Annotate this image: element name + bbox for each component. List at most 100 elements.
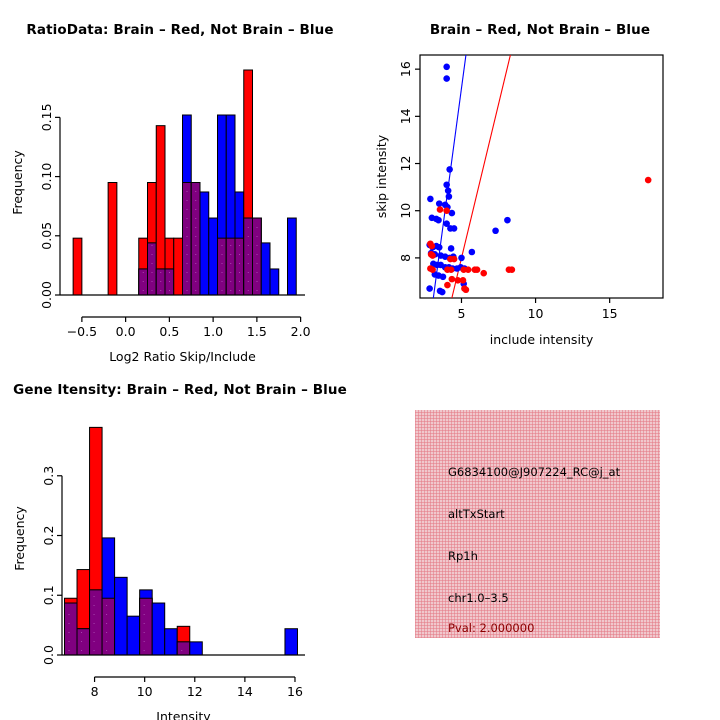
y-tick-label: 0.2 [41,526,56,546]
hist-bar-blue [189,641,203,656]
y-tick-label: 14 [398,108,413,124]
texture-dot [230,245,232,246]
x-tick-label: 10 [528,306,544,321]
texture-dot [221,281,223,282]
hist-bar-overlap-texture [221,245,223,291]
scatter-point [458,254,465,262]
scatter-point [435,243,443,251]
texture-dot [256,272,258,273]
texture-dot [195,245,197,246]
hist-bar-blue [199,191,210,296]
texture-dot [186,281,188,282]
x-tick-label: 0.0 [116,324,136,339]
info-box: G6834100@J907224_RC@j_at altTxStart Rp1h… [415,410,660,638]
hist-bar-overlap [176,641,191,656]
x-tick-label: 1.5 [247,324,267,339]
hist-bar-overlap-texture [142,272,144,291]
scatter-point [459,277,467,284]
hist-bar-overlap [147,242,157,296]
scatter-point [464,266,472,273]
hist-bar-blue [114,576,128,656]
scatter-point [443,75,450,82]
texture-dot [195,254,197,255]
scatter-point [435,216,442,224]
hist-bar-overlap [89,589,103,656]
hist-bar-overlap-texture [186,191,188,291]
y-tick-label: 10 [398,203,413,219]
scatter-point [473,266,481,273]
texture-dot [81,632,83,633]
texture-dot [143,623,145,624]
hist-bar-overlap [243,217,253,296]
hist-bar-overlap [101,597,116,656]
scatter-point [450,225,458,232]
texture-dot [142,290,144,291]
y-tick-label: 0.00 [39,281,54,309]
texture-dot [221,254,223,255]
y-tick-label: 0.10 [39,163,54,191]
texture-dot [247,245,249,246]
texture-dot [256,245,258,246]
panel-info: G6834100@J907224_RC@j_at altTxStart Rp1h… [360,360,720,720]
info-gene-symbol: Rp1h [448,549,478,563]
texture-dot [106,614,108,615]
hist-bar-blue [260,242,271,296]
texture-dot [106,650,108,651]
texture-dot [256,236,258,237]
texture-dot [186,263,188,264]
scatter-point [429,266,436,273]
hist-bar-blue [284,628,298,656]
y-tick-label: 0.0 [41,645,56,665]
texture-dot [68,623,70,624]
scatter-point [443,181,450,189]
scatter-point [435,200,443,207]
texture-dot [93,623,95,624]
texture-dot [106,605,108,606]
scatter-point [429,252,436,259]
texture-dot [93,650,95,651]
texture-dot [106,641,108,642]
hist-bar-blue [126,615,141,656]
hist-bar-overlap [225,237,236,296]
hist-bar-overlap-texture [195,191,197,291]
texture-dot [247,263,249,264]
hist-bar-red [107,182,118,296]
scatter-point [447,245,455,252]
hist-bar-overlap [64,602,78,656]
scatter-point [426,285,433,292]
scatter-point [444,281,451,289]
texture-dot [230,272,232,273]
texture-dot [247,272,249,273]
panel-ratio-histogram: RatioData: Brain – Red, Not Brain – Blue… [0,0,360,364]
scatter-point [448,209,456,217]
hist-bar-overlap [234,237,245,296]
scatter-point [443,63,450,71]
texture-dot [247,290,249,291]
texture-dot [142,272,144,273]
texture-dot [143,605,145,606]
scatter-series-brain [427,176,652,294]
texture-dot [143,650,145,651]
texture-dot [151,254,153,255]
ratio-histogram-title: RatioData: Brain – Red, Not Brain – Blue [26,22,334,38]
texture-dot [239,254,240,255]
texture-dot [186,236,188,237]
scatter-point [446,166,453,173]
texture-dot [68,614,70,615]
texture-dot [239,263,240,264]
texture-dot [195,227,197,228]
scatter-point [644,176,652,184]
hist-bar-overlap-texture [256,227,258,291]
texture-dot [230,263,232,264]
texture-dot [151,290,153,291]
texture-dot [186,245,188,246]
hist-bar-overlap-texture [106,605,108,651]
hist-bar-overlap-texture [68,614,70,651]
plot-frame [419,54,664,299]
info-box-hatch-fill [415,410,660,638]
texture-dot [169,281,170,282]
texture-dot [143,641,145,642]
y-tick-label: 8 [398,254,413,262]
scatter-point [492,227,499,235]
